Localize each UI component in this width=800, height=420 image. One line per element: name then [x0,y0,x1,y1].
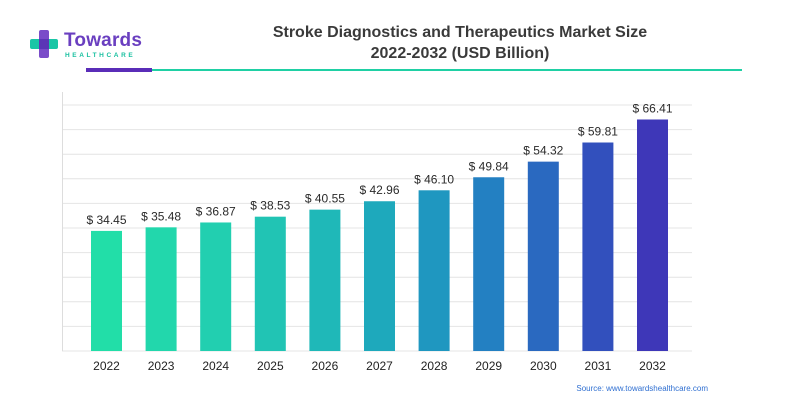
x-tick-label-2024: 2024 [202,359,229,373]
source-note: Source: www.towardshealthcare.com [576,384,708,393]
data-label-2024: $ 36.87 [196,204,236,218]
data-label-2028: $ 46.10 [414,172,454,186]
brand-tagline: HEALTHCARE [65,52,136,59]
x-tick-label-2023: 2023 [148,359,175,373]
brand-name: Towards [64,30,143,51]
data-label-2025: $ 38.53 [250,199,290,213]
data-label-2031: $ 59.81 [578,125,618,139]
x-tick-label-2025: 2025 [257,359,284,373]
x-tick-label-2022: 2022 [93,359,120,373]
bar-2031 [582,142,614,351]
data-label-2023: $ 35.48 [141,209,181,223]
bar-2022 [91,230,122,351]
header-divider-accent [86,68,152,72]
data-label-2026: $ 40.55 [305,192,345,206]
chart-title-line2: 2022-2032 (USD Billion) [370,45,550,62]
data-label-2027: $ 42.96 [359,183,399,197]
data-label-2030: $ 54.32 [523,144,563,158]
bar-2030 [527,161,559,351]
header-divider [86,69,742,71]
brand-logo: Towards HEALTHCARE [30,28,160,72]
chart-title-line1: Stroke Diagnostics and Therapeutics Mark… [272,24,648,41]
chart-title: Stroke Diagnostics and Therapeutics Mark… [180,22,740,64]
bar-2024 [200,222,232,351]
data-label-2032: $ 66.41 [632,101,672,115]
bar-2032 [637,119,668,351]
medical-cross-icon [30,30,58,58]
bar-2027 [364,201,395,351]
x-tick-label-2030: 2030 [530,359,557,373]
data-label-2029: $ 49.84 [469,159,509,173]
data-label-2022: $ 34.45 [86,213,126,227]
x-tick-label-2031: 2031 [585,359,612,373]
x-tick-label-2027: 2027 [366,359,393,373]
x-tick-label-2028: 2028 [421,359,448,373]
bar-2028 [418,190,450,351]
bar-2025 [254,216,286,351]
bar-chart-svg: $ 34.45 $ 35.48 $ 36.87 $ 38.53 $ 40.55 $ 42.… [62,92,692,373]
bar-2029 [473,177,505,351]
bar-chart: $ 34.45 $ 35.48 $ 36.87 $ 38.53 $ 40.55 $ 42.… [62,92,692,373]
bar-2023 [145,227,177,351]
x-tick-label-2029: 2029 [475,359,502,373]
x-tick-label-2026: 2026 [312,359,339,373]
bar-2026 [309,209,341,351]
x-tick-label-2032: 2032 [639,359,666,373]
